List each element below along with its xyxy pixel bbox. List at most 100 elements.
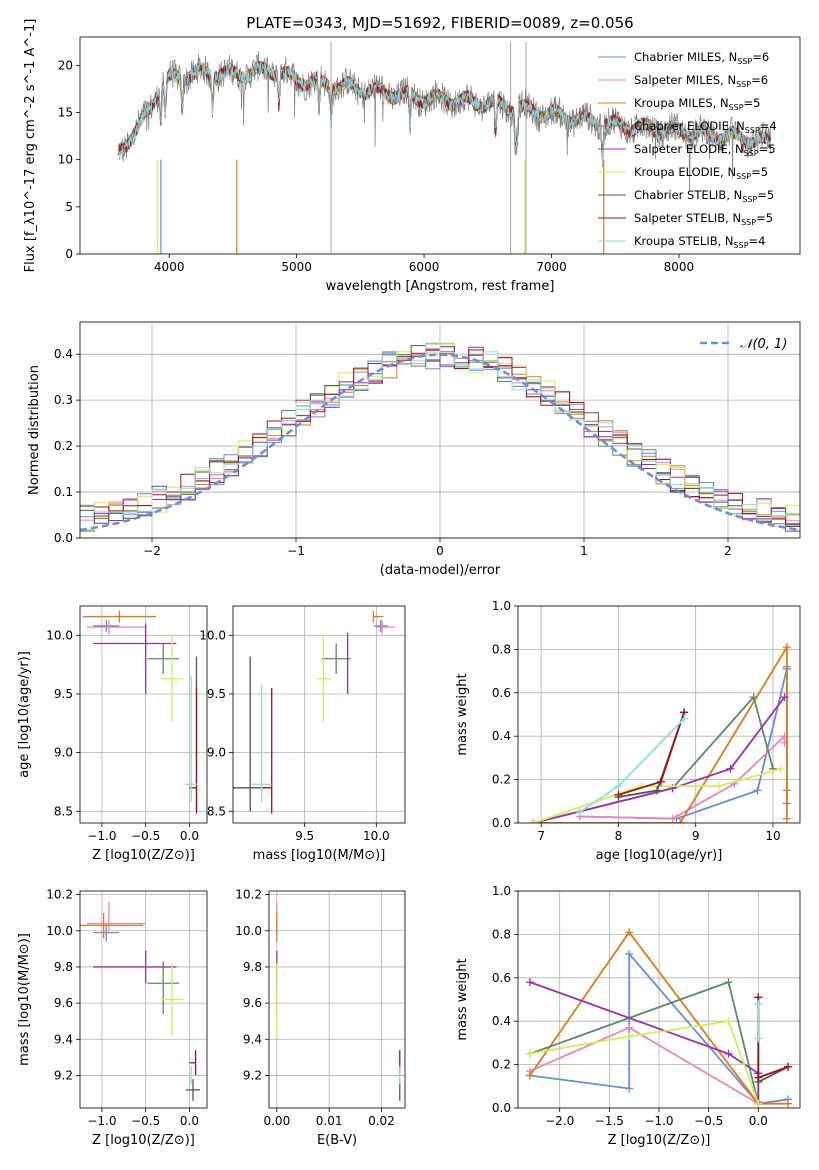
x-tick-label: −2.0 xyxy=(545,1114,574,1128)
axes-frame xyxy=(517,605,801,824)
y-axis-label: mass weight xyxy=(455,673,470,755)
legend-entry-label: Kroupa MILES, NSSP=5 xyxy=(634,96,760,112)
y-tick-label: 10.0 xyxy=(199,628,226,642)
y-tick-label: 0.1 xyxy=(54,485,73,499)
y-tick-label: 0.0 xyxy=(492,816,511,830)
data-point-marker xyxy=(575,808,584,817)
x-tick-label: 0.02 xyxy=(368,1114,395,1128)
x-tick-label: −1.0 xyxy=(87,829,116,843)
data-point-marker xyxy=(754,1099,763,1108)
error-cross xyxy=(373,620,388,632)
error-cross xyxy=(189,688,198,814)
x-tick-label: −1.5 xyxy=(595,1114,624,1128)
data-point-marker xyxy=(784,1099,793,1108)
figure-title: PLATE=0343, MJD=51692, FIBERID=0089, z=0… xyxy=(246,14,633,32)
y-tick-label: 0.4 xyxy=(54,347,73,361)
x-tick-label: 0.0 xyxy=(180,1114,199,1128)
data-point-marker xyxy=(625,1023,634,1032)
data-point-marker xyxy=(754,999,763,1008)
y-tick-label: 9.8 xyxy=(243,960,262,974)
residuals-plot-area xyxy=(80,322,800,538)
y-tick-label: 9.4 xyxy=(54,1032,73,1046)
data-point-marker xyxy=(668,814,677,823)
x-tick-label: −0.5 xyxy=(131,1114,160,1128)
error-cross xyxy=(186,1066,196,1085)
data-point-marker xyxy=(525,1049,534,1058)
data-point-marker xyxy=(754,1034,763,1043)
error-cross xyxy=(87,620,146,635)
mass-weight-line xyxy=(529,1026,760,1106)
y-tick-label: 9.6 xyxy=(243,996,262,1010)
y-axis-label: mass [log10(M/M⊙)] xyxy=(17,933,32,1066)
mass-weight-line xyxy=(533,696,786,823)
axes-frame xyxy=(79,890,208,1109)
x-tick-label: 2 xyxy=(724,544,732,558)
error-cross xyxy=(185,1079,200,1101)
legend-entry-label: Chabrier MILES, NSSP=6 xyxy=(634,50,769,66)
error-cross xyxy=(189,1050,197,1076)
y-tick-label: 0.0 xyxy=(54,531,73,545)
legend-entry-label: Salpeter STELIB, NSSP=5 xyxy=(634,211,773,227)
spectrum-plot-area xyxy=(117,41,772,254)
data-point-marker xyxy=(780,693,789,702)
residuals-panel: −2 −1 0 1 2 0.0 0.1 0.2 0.3 0.4 (data-model)/error… xyxy=(27,321,801,578)
y-tick-label: 10.2 xyxy=(46,888,73,902)
mass_vs_ebv-plot-area xyxy=(269,891,405,1108)
x-axis-label: (data-model)/error xyxy=(380,563,501,578)
error-cross xyxy=(251,684,272,802)
data-point-marker xyxy=(714,782,723,791)
x-tick-label: 1 xyxy=(580,544,588,558)
error-cross xyxy=(93,923,120,942)
spectrum-panel: 4000 5000 6000 7000 8000 0 5 10 15 20 wavelength [… xyxy=(23,19,801,294)
axes-frame xyxy=(79,605,208,824)
legend-entry-label: Chabrier ELODIE, NSSP=4 xyxy=(634,119,777,135)
data-point-marker xyxy=(726,764,735,773)
x-tick-label: 0.0 xyxy=(180,829,199,843)
mass_vs_Z-panel: −1.0 −0.5 0.0 9.2 9.4 9.6 9.8 10.0 10.2 Z [log10(… xyxy=(17,888,208,1148)
data-point-marker xyxy=(653,786,662,795)
error-cross xyxy=(87,901,146,931)
x-tick-label: 0.0 xyxy=(749,1114,768,1128)
y-tick-label: 0.4 xyxy=(492,1014,511,1028)
error-cross xyxy=(185,676,198,802)
y-tick-label: 0.2 xyxy=(492,773,511,787)
y-tick-label: 1.0 xyxy=(492,599,511,613)
y-tick-label: 9.5 xyxy=(207,687,226,701)
residual-histogram xyxy=(80,342,800,521)
y-tick-label: 8.5 xyxy=(54,804,73,818)
data-point-marker xyxy=(525,978,534,987)
x-tick-label: −1.0 xyxy=(87,1114,116,1128)
y-tick-label: 9.8 xyxy=(54,960,73,974)
y-axis-label: Normed distribution xyxy=(27,365,42,495)
y-tick-label: 9.0 xyxy=(54,746,73,760)
x-tick-label: 8000 xyxy=(664,260,695,274)
error-cross xyxy=(160,963,184,1036)
y-tick-label: 0.2 xyxy=(54,439,73,453)
x-axis-label: Z [log10(Z/Z⊙)] xyxy=(92,1133,195,1148)
x-axis-label: wavelength [Angstrom, rest frame] xyxy=(326,279,555,294)
y-tick-label: 0.8 xyxy=(492,927,511,941)
data-point-marker xyxy=(676,819,685,823)
data-point-marker xyxy=(625,1084,634,1093)
y-tick-label: 15 xyxy=(58,105,73,119)
x-tick-label: 0.00 xyxy=(263,1114,290,1128)
axes-frame xyxy=(232,605,406,824)
error-cross xyxy=(160,635,184,723)
x-tick-label: 6000 xyxy=(409,260,440,274)
mass-weight-line xyxy=(757,997,789,1079)
x-tick-label: 7000 xyxy=(536,260,567,274)
y-tick-label: 8.5 xyxy=(207,804,226,818)
mass-weight-line xyxy=(529,930,789,1105)
weight_vs_Z-plot-area xyxy=(518,891,800,1108)
error-cross xyxy=(80,912,144,939)
y-tick-label: 10.0 xyxy=(46,628,73,642)
y-tick-label: 9.4 xyxy=(243,1032,262,1046)
legend-entry-label: Chabrier STELIB, NSSP=5 xyxy=(634,188,774,204)
x-axis-label: mass [log10(M/M⊙)] xyxy=(253,848,386,863)
y-tick-label: 10.2 xyxy=(235,888,262,902)
axes-frame xyxy=(79,36,801,255)
y-tick-label: 10.0 xyxy=(46,924,73,938)
weight_vs_age-plot-area xyxy=(518,606,800,823)
x-tick-label: 5000 xyxy=(281,260,312,274)
mass-weight-line xyxy=(529,981,760,1104)
